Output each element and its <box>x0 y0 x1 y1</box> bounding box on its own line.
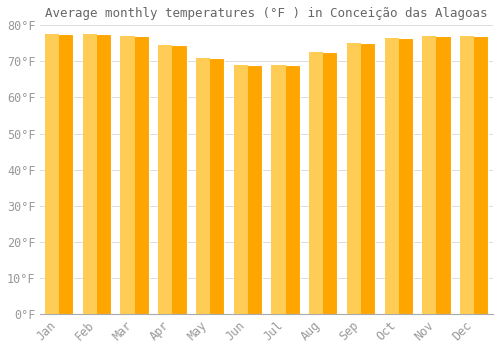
Bar <box>309 52 338 314</box>
Bar <box>272 65 285 314</box>
Bar <box>158 45 172 314</box>
Bar <box>422 36 436 314</box>
Bar <box>272 65 299 314</box>
Bar <box>158 45 186 314</box>
Bar <box>422 36 450 314</box>
Bar <box>120 36 149 314</box>
Bar <box>384 38 398 314</box>
Bar <box>309 52 324 314</box>
Bar <box>196 58 210 314</box>
Bar <box>234 65 262 314</box>
Bar <box>83 34 97 314</box>
Bar <box>347 43 361 314</box>
Bar <box>45 34 59 314</box>
Bar <box>347 43 375 314</box>
Bar <box>384 38 413 314</box>
Bar <box>460 36 488 314</box>
Bar <box>83 34 111 314</box>
Bar <box>196 58 224 314</box>
Bar <box>460 36 474 314</box>
Bar <box>234 65 248 314</box>
Bar <box>45 34 74 314</box>
Bar <box>120 36 134 314</box>
Title: Average monthly temperatures (°F ) in Conceição das Alagoas: Average monthly temperatures (°F ) in Co… <box>46 7 488 20</box>
